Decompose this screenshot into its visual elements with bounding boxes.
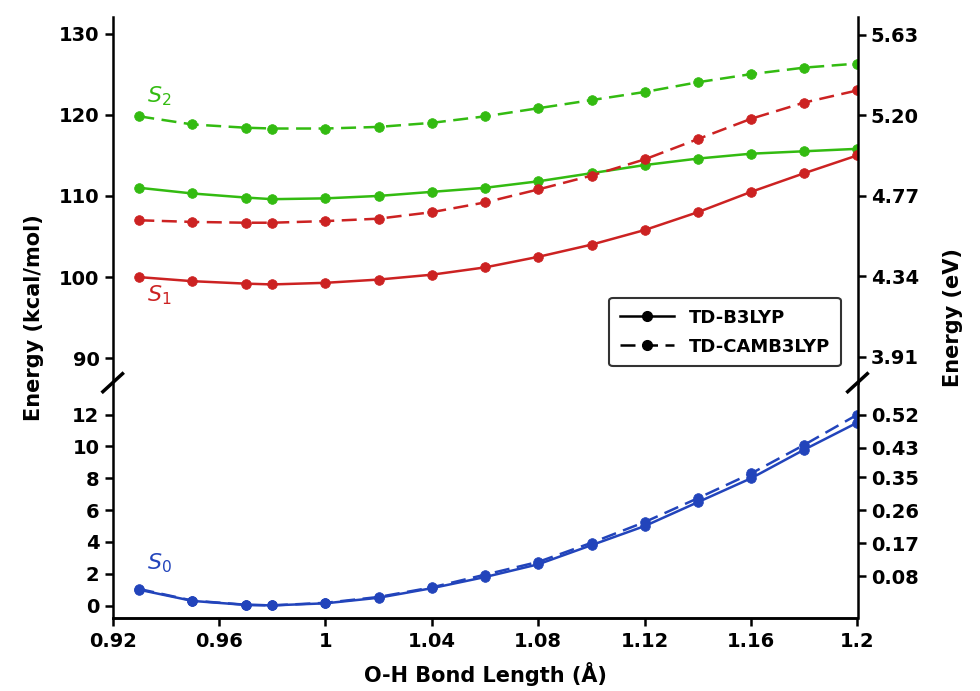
Legend: TD-B3LYP, TD-CAMB3LYP: TD-B3LYP, TD-CAMB3LYP xyxy=(610,298,841,366)
Text: Energy (kcal/mol): Energy (kcal/mol) xyxy=(24,214,44,422)
X-axis label: O-H Bond Length (Å): O-H Bond Length (Å) xyxy=(364,662,607,685)
Text: $S_1$: $S_1$ xyxy=(147,283,172,307)
Text: $S_2$: $S_2$ xyxy=(147,84,172,108)
Text: Energy (eV): Energy (eV) xyxy=(943,249,962,387)
Text: $S_0$: $S_0$ xyxy=(147,551,172,575)
